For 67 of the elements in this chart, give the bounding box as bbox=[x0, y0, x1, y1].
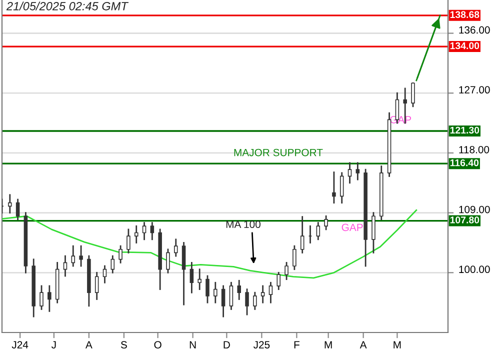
candlestick bbox=[206, 275, 210, 304]
candlestick bbox=[356, 162, 360, 180]
candlestick bbox=[48, 285, 52, 312]
annotation: GAP bbox=[342, 224, 363, 232]
candlestick bbox=[276, 272, 281, 290]
ref-line-label: 134.00 bbox=[450, 42, 480, 50]
candlestick bbox=[8, 194, 12, 214]
candlestick bbox=[300, 216, 304, 254]
annotation: 21/05/2025 02:45 GMT bbox=[6, 2, 129, 10]
candlestick bbox=[182, 242, 186, 306]
x-tick-label: A bbox=[360, 341, 367, 348]
y-tick-label: 127.00 bbox=[459, 86, 490, 94]
ref-line-label: 107.80 bbox=[450, 216, 480, 224]
x-tick-label: D bbox=[224, 341, 230, 348]
candlestick bbox=[316, 222, 320, 240]
candlestick bbox=[16, 198, 20, 220]
candlestick bbox=[348, 162, 352, 184]
annotation: MA 100 bbox=[226, 220, 260, 228]
candlestick bbox=[190, 262, 194, 294]
x-tick-label: J bbox=[52, 341, 56, 348]
ref-line-label: 138.68 bbox=[450, 11, 480, 18]
x-tick-label: S bbox=[120, 341, 127, 348]
candlestick bbox=[245, 288, 249, 316]
candlestick bbox=[94, 272, 99, 300]
candlestick bbox=[174, 238, 178, 257]
candlestick bbox=[260, 285, 265, 304]
ref-line-label: 121.30 bbox=[450, 126, 480, 134]
candlestick bbox=[332, 172, 336, 204]
candlestick bbox=[102, 265, 107, 284]
candlestick bbox=[150, 222, 154, 240]
y-tick-label: 109.00 bbox=[459, 206, 490, 214]
candlestick bbox=[411, 82, 415, 108]
x-tick-label: O bbox=[154, 341, 162, 348]
y-tick-label: 118.00 bbox=[459, 146, 490, 154]
candlestick bbox=[110, 255, 115, 274]
y-tick-label: 100.00 bbox=[459, 266, 490, 274]
candlestick bbox=[126, 228, 130, 254]
candlestick bbox=[253, 292, 257, 310]
y-tick-label: 136.00 bbox=[459, 26, 490, 34]
candlestick bbox=[40, 285, 44, 310]
x-tick-label: N bbox=[190, 341, 196, 348]
candlestick bbox=[292, 245, 296, 270]
x-tick-label: A bbox=[85, 341, 92, 348]
x-tick-label: J24 bbox=[12, 341, 28, 348]
x-tick-label: J25 bbox=[253, 341, 270, 348]
candlestick bbox=[268, 282, 273, 304]
candlestick bbox=[214, 282, 218, 304]
candlestick bbox=[166, 248, 170, 274]
candlestick bbox=[221, 285, 226, 318]
candlestick bbox=[237, 280, 241, 300]
ref-line-label: 116.40 bbox=[450, 159, 479, 166]
candlestick bbox=[372, 212, 376, 254]
candlestick bbox=[229, 282, 234, 310]
candlestick bbox=[134, 225, 138, 244]
candlestick bbox=[79, 245, 83, 267]
annotation: MAJOR SUPPORT bbox=[234, 148, 323, 156]
candlestick bbox=[324, 215, 328, 230]
candlestick bbox=[198, 268, 202, 290]
x-tick-label: F bbox=[294, 341, 300, 348]
line-series bbox=[2, 209, 418, 279]
candlestick bbox=[340, 172, 344, 204]
x-tick-label: M bbox=[394, 341, 401, 348]
candlestick bbox=[142, 222, 146, 240]
candlestick bbox=[284, 262, 288, 280]
candlestick bbox=[118, 245, 122, 264]
x-tick-label: M bbox=[324, 341, 332, 348]
candlestick bbox=[71, 245, 76, 267]
